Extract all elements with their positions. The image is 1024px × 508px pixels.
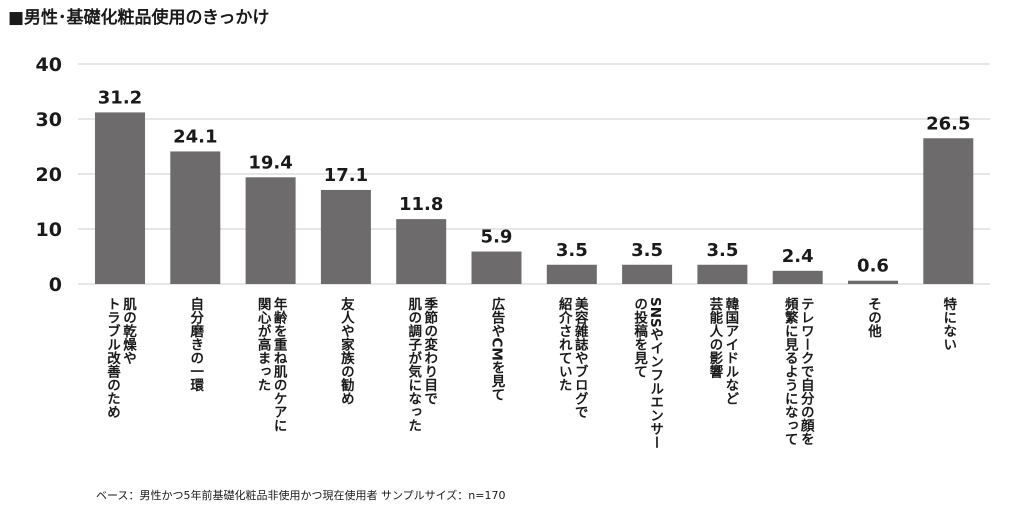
- category-label: 広告やCMを見て: [489, 296, 507, 402]
- data-label: 17.1: [324, 165, 368, 186]
- category-label: トラブル改善のため: [104, 297, 121, 419]
- chart-footnote: ベース：男性かつ5年前基礎化粧品非使用かつ現在使用者 サンプルサイズ：n=170: [96, 489, 506, 502]
- category-label: 頻繁に見るようになって: [782, 296, 800, 446]
- category-label: 肌の調子が気になった: [405, 297, 422, 433]
- bar: [772, 270, 823, 284]
- category-label: 芸能人の影響: [706, 296, 723, 380]
- y-tick-label: 0: [49, 274, 62, 296]
- data-label: 31.2: [98, 87, 142, 108]
- bar: [396, 219, 447, 284]
- bar: [95, 112, 145, 285]
- bar: [546, 264, 597, 284]
- category-label: の投稿を見て: [631, 297, 649, 378]
- category-label: 関心が高まった: [255, 297, 272, 392]
- data-label: 0.6: [857, 256, 889, 277]
- bar: [697, 264, 748, 284]
- category-label: テレワークで自分の顔を: [798, 297, 816, 446]
- category-label: 紹介されていた: [556, 296, 574, 392]
- bar: [923, 138, 974, 284]
- data-label: 2.4: [782, 246, 814, 267]
- data-label: 5.9: [481, 227, 513, 248]
- category-label: 肌の乾燥や: [120, 297, 137, 365]
- bar: [245, 177, 296, 284]
- data-label: 3.5: [706, 240, 738, 261]
- category-label: 自分磨きの一環: [187, 296, 204, 393]
- category-label: 特にない: [940, 296, 957, 351]
- bar: [471, 251, 522, 284]
- category-label: 韓国アイドルなど: [722, 296, 739, 406]
- category-label: 美容雑誌やブログで: [572, 296, 590, 419]
- category-label: 年齢を重ね肌のケアに: [271, 296, 288, 433]
- data-label: 11.8: [399, 194, 443, 215]
- data-label: 19.4: [248, 152, 292, 173]
- bar: [848, 280, 898, 284]
- bar: [170, 151, 221, 284]
- data-label: 26.5: [926, 113, 970, 134]
- data-label: 3.5: [631, 240, 663, 261]
- data-label: 24.1: [173, 126, 217, 147]
- category-label: SNSやインフルエンサー: [647, 297, 664, 449]
- category-label: その他: [865, 297, 883, 339]
- chart-title: ■男性･基礎化粧品使用のきっかけ: [8, 8, 270, 28]
- y-tick-label: 30: [36, 109, 62, 131]
- bar: [320, 189, 371, 284]
- bar: [622, 264, 673, 284]
- data-label: 3.5: [556, 240, 588, 261]
- y-tick-label: 20: [36, 164, 62, 186]
- category-label: 友人や家族の勧め: [338, 296, 355, 406]
- y-tick-label: 10: [36, 219, 62, 241]
- y-tick-label: 40: [36, 54, 62, 76]
- category-label: 季節の変わり目で: [421, 296, 439, 406]
